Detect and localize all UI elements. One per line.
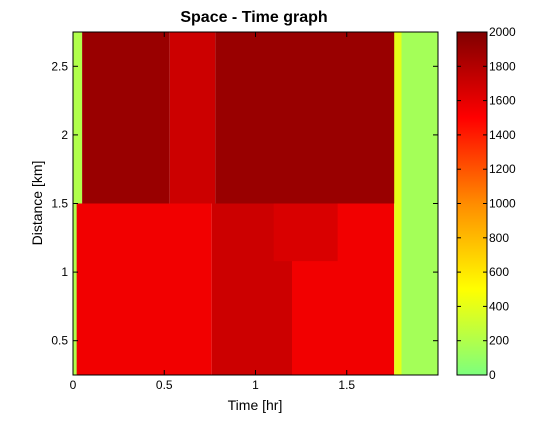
x-tick-label: 1.5: [338, 378, 355, 392]
y-tick-label: 2.5: [51, 59, 68, 73]
x-axis-label: Time [hr]: [228, 397, 283, 413]
colorbar-tick-label: 0: [489, 368, 496, 382]
y-tick-label: 2: [61, 128, 68, 142]
colorbar-tick-label: 1000: [489, 197, 516, 211]
heatmap-cell: [401, 32, 438, 375]
heatmap-cell: [169, 32, 216, 204]
colorbar-tick-label: 400: [489, 299, 509, 313]
colorbar-tick-label: 1800: [489, 59, 516, 73]
y-axis-ticks: 0.5 1 1.5 2 2.5: [51, 59, 438, 348]
colorbar-tick-label: 800: [489, 231, 509, 245]
heatmap-cells: [73, 32, 438, 375]
colorbar-tick-label: 1200: [489, 162, 516, 176]
colorbar-tick-label: 600: [489, 265, 509, 279]
y-axis-label: Distance [km]: [29, 161, 45, 246]
y-tick-label: 0.5: [51, 334, 68, 348]
x-tick-label: 0: [70, 378, 77, 392]
colorbar-tick-label: 200: [489, 334, 509, 348]
heatmap-cell: [394, 32, 402, 375]
heatmap-cell: [76, 203, 212, 375]
colorbar-tick-label: 2000: [489, 25, 516, 39]
colorbar-tick-label: 1600: [489, 94, 516, 108]
y-tick-label: 1: [61, 265, 68, 279]
heatmap-cell: [82, 32, 170, 204]
heatmap-cell: [273, 203, 338, 262]
colorbar-tick-label: 1400: [489, 128, 516, 142]
colorbar: [456, 31, 488, 376]
y-tick-label: 1.5: [51, 197, 68, 211]
x-tick-label: 0.5: [156, 378, 173, 392]
chart-title: Space - Time graph: [180, 9, 327, 26]
heatmap-cell: [215, 32, 398, 204]
colorbar-ticks: 0 200 400 600 800 1000 1200 1400 1600 1800 2000: [457, 25, 516, 382]
x-axis-ticks: 0 0.5 1 1.5: [70, 32, 355, 392]
x-tick-label: 1: [252, 378, 259, 392]
